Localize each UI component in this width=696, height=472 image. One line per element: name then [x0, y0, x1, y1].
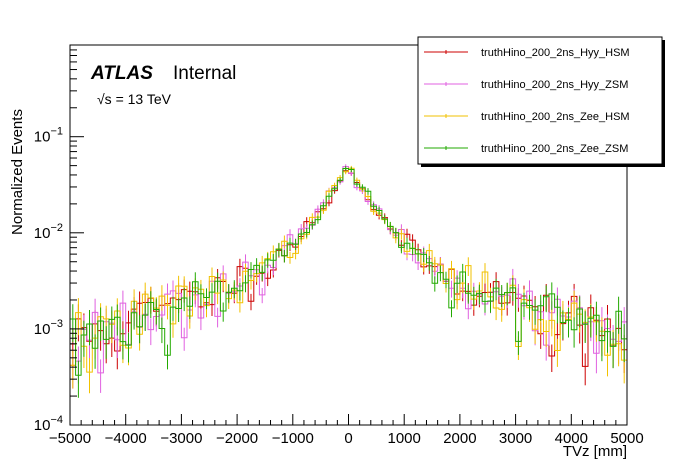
- series-histogram: [70, 166, 627, 398]
- legend-item: truthHino_200_2ns_Hyy_ZSM: [424, 79, 628, 91]
- x-axis: −5000 −4000 −3000 −2000 −1000 0 1000 2000 3000 40…: [49, 414, 644, 447]
- energy-label: √s = 13 TeV: [97, 91, 172, 107]
- legend-label: truthHino_200_2ns_Hyy_ZSM: [481, 79, 628, 91]
- x-tick-label: 0: [344, 430, 352, 447]
- series-histogram: [70, 168, 627, 386]
- y-tick-label: 10−3: [34, 318, 63, 338]
- x-tick-label: 5000: [610, 430, 643, 447]
- energy-value: = 13 TeV: [112, 91, 172, 107]
- x-tick-label: 3000: [499, 430, 532, 447]
- y-tick-label: 10−4: [34, 414, 63, 434]
- legend: truthHino_200_2ns_Hyy_HSM truthHino_200_2…: [417, 36, 665, 167]
- x-tick-label: −3000: [160, 430, 202, 447]
- x-tick-label: −5000: [49, 430, 91, 447]
- legend-label: truthHino_200_2ns_Zee_ZSM: [481, 143, 628, 155]
- atlas-label: ATLAS: [90, 63, 153, 84]
- series-histogram: [70, 165, 627, 394]
- y-tick-label: 10−2: [34, 222, 63, 242]
- legend-box: [417, 36, 663, 165]
- series-histogram: [70, 164, 627, 393]
- legend-label: truthHino_200_2ns_Zee_HSM: [481, 111, 630, 123]
- x-tick-label: 1000: [388, 430, 421, 447]
- y-tick-label: 10−1: [34, 126, 63, 146]
- internal-label: Internal: [173, 63, 236, 84]
- x-tick-label: 4000: [555, 430, 588, 447]
- x-tick-label: −2000: [216, 430, 258, 447]
- x-tick-label: −4000: [105, 430, 147, 447]
- x-axis-title: TVz [mm]: [563, 443, 627, 460]
- legend-item: truthHino_200_2ns_Zee_HSM: [424, 111, 630, 123]
- legend-label: truthHino_200_2ns_Hyy_HSM: [481, 47, 630, 59]
- legend-item: truthHino_200_2ns_Zee_ZSM: [424, 143, 628, 155]
- series-line: [70, 166, 627, 374]
- legend-items: truthHino_200_2ns_Hyy_HSM truthHino_200_2…: [424, 47, 630, 155]
- y-axis: 10−4 10−3 10−2 10−1: [34, 44, 84, 434]
- series-layer: [70, 164, 627, 398]
- x-tick-label: 2000: [443, 430, 476, 447]
- sqrt-s-symbol: √s: [97, 91, 112, 107]
- series-line: [70, 168, 627, 376]
- x-tick-label: −1000: [272, 430, 314, 447]
- legend-item: truthHino_200_2ns_Hyy_HSM: [424, 47, 630, 59]
- y-axis-title: Normalized Events: [9, 109, 26, 235]
